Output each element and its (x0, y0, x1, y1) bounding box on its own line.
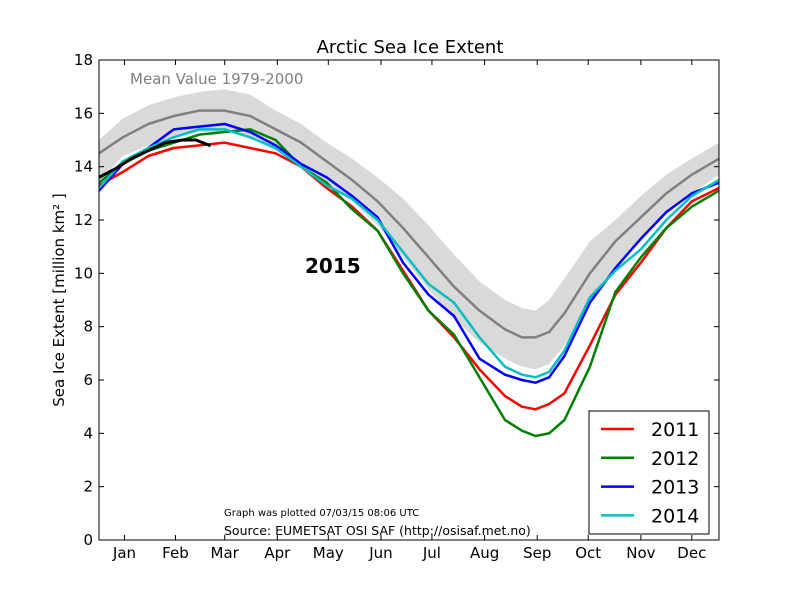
legend-label-2012: 2012 (651, 448, 699, 470)
y-tick-label: 16 (74, 104, 93, 122)
plot-frame (98, 59, 720, 541)
x-tick-label: Sep (523, 544, 551, 562)
plot-area (99, 89, 719, 438)
y-tick-label: 6 (83, 371, 93, 389)
mean-value-label: Mean Value 1979-2000 (130, 70, 303, 88)
y-tick-label: 8 (83, 318, 93, 336)
mean-range-band (99, 89, 719, 370)
legend-label-2013: 2013 (651, 477, 699, 499)
y-tick-label: 14 (74, 158, 93, 176)
series-line-2015 (99, 138, 211, 179)
legend-box (588, 410, 710, 535)
x-tick-label: Oct (575, 544, 601, 562)
legend-label-2014: 2014 (651, 505, 699, 527)
legend-label-2011: 2011 (651, 419, 699, 441)
x-tick-label: Jul (422, 544, 441, 562)
y-tick-label: 0 (83, 531, 93, 549)
series-line-2012 (99, 128, 719, 438)
y-tick-label: 2 (83, 478, 93, 496)
y-tick-label: 12 (74, 211, 93, 229)
y-tick-label: 4 (83, 424, 93, 442)
x-tick-label: Jan (112, 544, 136, 562)
current-year-label: 2015 (305, 254, 361, 278)
x-tick-label: Mar (211, 544, 240, 562)
y-axis-label: Sea Ice Extent [million km² ] (50, 193, 68, 407)
chart-title: Arctic Sea Ice Extent (317, 37, 504, 58)
x-tick-label: Dec (677, 544, 706, 562)
source-note: Source: EUMETSAT OSI SAF (http://osisaf.… (224, 523, 531, 538)
series-line-2014 (99, 128, 719, 379)
x-tick-label: Aug (470, 544, 499, 562)
x-tick-label: Apr (264, 544, 291, 562)
plotted-note: Graph was plotted 07/03/15 08:06 UTC (224, 508, 419, 519)
legend: 2011 2012 2013 2014 (588, 410, 710, 535)
x-tick-label: Jun (368, 544, 392, 562)
mean-series-line (99, 109, 719, 339)
y-tick-label: 10 (74, 264, 93, 282)
x-tick-label: Feb (162, 544, 189, 562)
y-tick-label: 18 (74, 51, 93, 69)
x-tick-label: Nov (626, 544, 655, 562)
x-tick-label: May (313, 544, 344, 562)
